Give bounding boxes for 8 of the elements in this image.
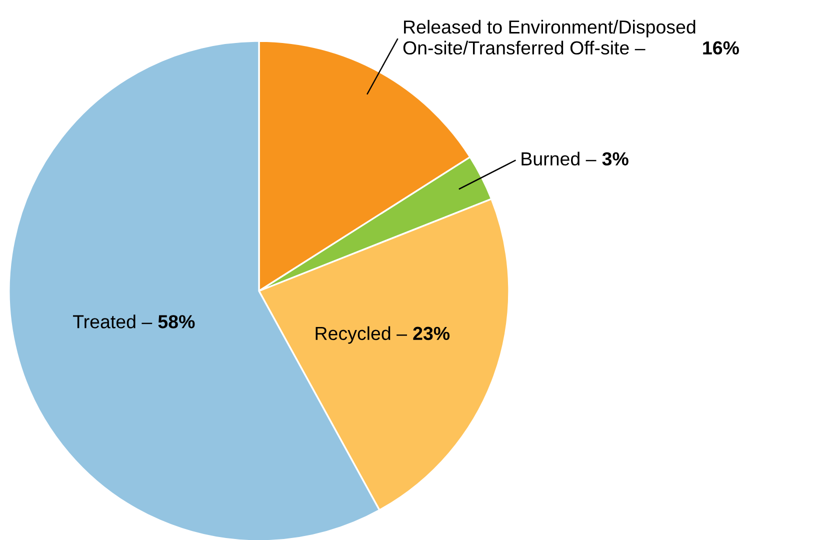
slice-label: Treated –	[73, 314, 152, 328]
data-label: 16%	[703, 41, 739, 55]
data-label: 23%	[413, 326, 450, 340]
data-label: 58%	[158, 315, 195, 328]
slice-label: Released to Environment/Disposed On-site/Transferred Off-site –	[403, 20, 696, 55]
data-label: 3%	[602, 152, 628, 166]
slice-label: Recycled –	[316, 326, 407, 344]
slice-label: Burned –	[522, 152, 596, 166]
